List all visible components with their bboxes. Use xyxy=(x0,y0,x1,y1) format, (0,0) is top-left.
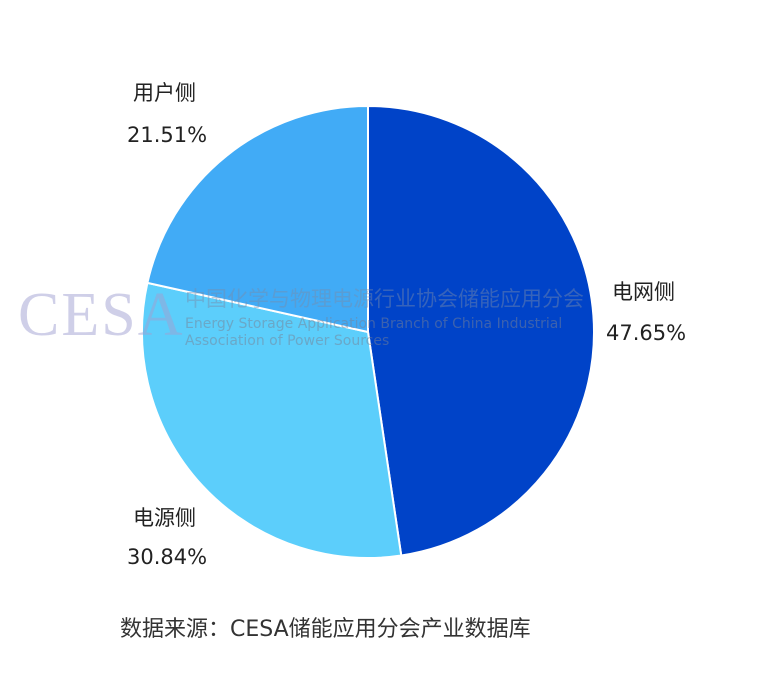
pie-slice-source-side xyxy=(141,281,403,559)
slice-value-user-side: 21.51% xyxy=(127,123,208,147)
pie-slice-user-side xyxy=(146,104,369,334)
slice-value-source-side: 30.84% xyxy=(127,545,208,569)
slice-label-user-side: 用户侧 xyxy=(133,81,196,105)
pie-slice-grid-side xyxy=(367,104,595,557)
slice-value-grid-side: 47.65% xyxy=(606,321,687,345)
slice-label-grid-side: 电网侧 xyxy=(612,280,675,304)
source-caption: 数据来源：CESA储能应用分会产业数据库 xyxy=(120,617,531,642)
slice-label-source-side: 电源侧 xyxy=(133,506,196,530)
